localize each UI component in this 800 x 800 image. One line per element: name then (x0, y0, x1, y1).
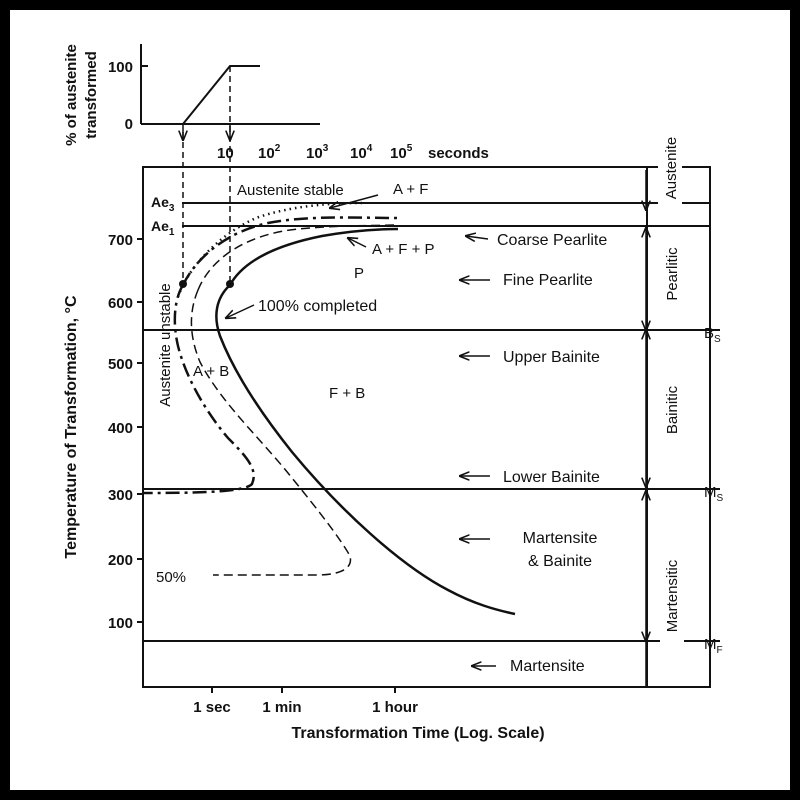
temperature-lines: Ae3 Ae1 BS MS MF (143, 194, 724, 656)
coarse-pearlite-label: Coarse Pearlite (497, 232, 607, 249)
fifty-percent-curve-upper (197, 224, 396, 291)
ytick-label-400: 400 (108, 420, 133, 437)
ytick-label-700: 700 (108, 232, 133, 249)
martensitic-band-bg (660, 544, 684, 648)
ae1-label: Ae1 (151, 218, 175, 238)
top-tick-label-1: 102 (258, 143, 281, 162)
ytick-500: 500 (108, 356, 143, 373)
top-time-axis: 10 102 103 104 105 seconds (217, 143, 489, 162)
ms-label: MS (704, 484, 724, 504)
lower-bainite-label: Lower Bainite (503, 469, 600, 486)
region-a-plus-f: A + F (393, 181, 428, 198)
top-tick-label-2: 103 (306, 143, 329, 162)
ttt-diagram: 100 0 % of austenite transformed 10 102 … (63, 44, 724, 742)
austenite-band-label: Austenite (663, 137, 680, 200)
finish-curve-lower (215, 284, 516, 616)
microstructure-labels: Coarse Pearlite Fine Pearlite Upper Bain… (460, 232, 607, 675)
inset-ylabel-line1: % of austenite (63, 44, 80, 146)
chart-frame: 100 0 % of austenite transformed 10 102 … (10, 10, 790, 790)
mf-label: MF (704, 636, 723, 656)
region-austenite-stable: Austenite stable (237, 182, 344, 199)
ytick-400: 400 (108, 420, 143, 437)
fifty-percent-curve-lower (190, 289, 352, 576)
transformation-curves (142, 201, 516, 616)
ytick-label-300: 300 (108, 487, 133, 504)
xtick-label-1hour: 1 hour (372, 699, 418, 716)
ytick-700: 700 (108, 232, 143, 249)
xtick-label-1min: 1 min (262, 699, 301, 716)
xtick-label-1sec: 1 sec (193, 699, 231, 716)
ytick-label-100: 100 (108, 615, 133, 632)
ytick-label-600: 600 (108, 295, 133, 312)
ytick-label-200: 200 (108, 552, 133, 569)
region-austenite-unstable: Austenite unstable (157, 283, 174, 406)
pearlitic-band-bg (660, 232, 684, 316)
martensitic-band-label: Martensitic (664, 559, 681, 632)
ytick-label-500: 500 (108, 356, 133, 373)
bainitic-band-bg (660, 372, 684, 448)
top-tick-label-0: 10 (217, 145, 234, 162)
ae3-label: Ae3 (151, 194, 175, 214)
inset-ylabel-line2: transformed (83, 51, 100, 139)
region-a-f-p: A + F + P (372, 241, 435, 258)
transformation-bands: Austenite Pearlitic Bainitic Martensitic (646, 128, 684, 687)
inset-ytick-100: 100 (108, 59, 133, 76)
inset-transformation-curve (141, 65, 260, 125)
a-f-p-arrow (348, 238, 367, 248)
bs-label: BS (704, 325, 721, 345)
upper-bainite-label: Upper Bainite (503, 349, 600, 366)
ytick-100: 100 (108, 615, 143, 632)
region-a-plus-b: A + B (193, 363, 229, 380)
region-p: P (354, 265, 364, 282)
start-curve-lower (142, 284, 255, 495)
region-labels: Austenite stable A + F A + F + P P 100% … (156, 181, 435, 586)
top-axis-unit: seconds (428, 145, 489, 162)
fine-pearlite-label: Fine Pearlite (503, 272, 593, 289)
ytick-300: 300 (108, 487, 143, 504)
martensite-bainite-label-line1: Martensite (523, 530, 598, 547)
finish-curve-upper (228, 227, 399, 286)
fifty-percent-label: 50% (156, 569, 186, 586)
top-tick-label-4: 105 (390, 143, 413, 162)
pearlitic-band-label: Pearlitic (664, 247, 681, 301)
martensite-label: Martensite (510, 658, 585, 675)
region-f-plus-b: F + B (329, 385, 365, 402)
a-plus-f-arrow (330, 194, 379, 208)
region-100-completed: 100% completed (258, 298, 377, 315)
y-axis-title: Temperature of Transformation, °C (63, 295, 80, 558)
ytick-600: 600 (108, 295, 143, 312)
x-axis-title: Transformation Time (Log. Scale) (291, 725, 544, 742)
bottom-time-axis: 1 sec 1 min 1 hour Transformation Time (… (193, 687, 545, 742)
completed-arrow (226, 304, 255, 318)
ytick-200: 200 (108, 552, 143, 569)
bainitic-band-label: Bainitic (664, 385, 681, 434)
y-axis: 100 200 300 400 500 600 700 Temperature … (63, 232, 143, 632)
austenite-band-bg (658, 128, 682, 210)
inset-ytick-0: 0 (125, 116, 133, 133)
coarse-pearlite-arrow (466, 236, 489, 239)
martensite-bainite-label-line2: & Bainite (528, 553, 592, 570)
top-tick-label-3: 104 (350, 143, 373, 162)
start-curve-upper (181, 216, 399, 286)
